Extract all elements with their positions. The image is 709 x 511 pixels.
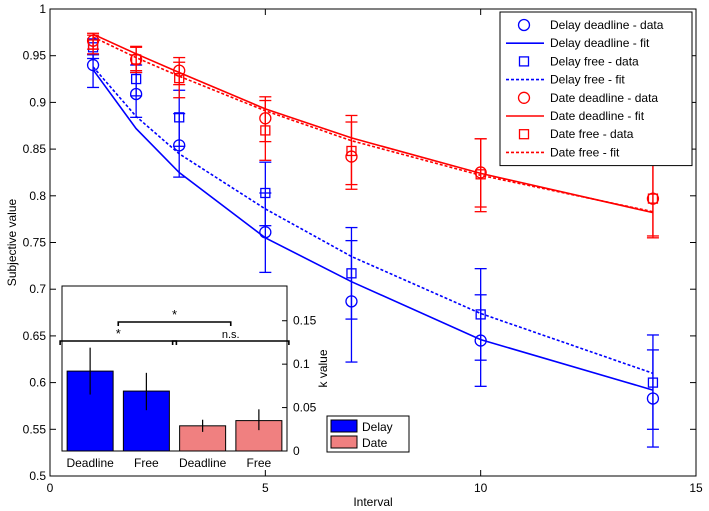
inset-legend-label: Delay [362, 420, 393, 434]
inset-legend-label: Date [362, 436, 388, 450]
legend-box [499, 11, 693, 167]
y-tick-label: 0.65 [23, 329, 47, 343]
y-tick-label: 0.5 [29, 469, 46, 483]
y-tick-label: 0.55 [23, 422, 47, 436]
inset-y-tick-label: 0.15 [293, 314, 317, 328]
inset-x-tick-label: Deadline [179, 456, 227, 470]
inset-y-tick-label: 0 [293, 444, 300, 458]
data-point-square [174, 72, 185, 84]
y-tick-label: 0.75 [23, 236, 47, 250]
legend-marker-square [518, 129, 530, 140]
x-tick-label: 15 [689, 481, 703, 495]
data-point-square [647, 193, 659, 204]
significance-label: n.s. [222, 329, 240, 341]
y-tick-label: 0.9 [29, 95, 46, 109]
inset-legend-swatch [330, 435, 358, 449]
legend-label: Date free - data [550, 127, 634, 141]
data-point-square [130, 54, 142, 65]
inset-bar-chart: 0 0.05 0.1 0.15 k value Deadline Free Deadline F… [59, 285, 410, 470]
legend-label: Date deadline - fit [550, 109, 645, 123]
legend-label: Delay free - data [550, 54, 639, 68]
data-point-square [260, 187, 271, 199]
inset-y-tick-label: 0.1 [293, 357, 310, 371]
inset-x-tick-label: Free [134, 456, 159, 470]
y-tick-label: 0.85 [23, 142, 47, 156]
data-point-circle [259, 226, 272, 239]
significance-bracket [117, 321, 232, 326]
legend-label: Date free - fit [550, 145, 620, 159]
x-tick-label: 5 [262, 481, 269, 495]
y-axis-label: Subjective value [5, 198, 19, 286]
data-point-circle [86, 58, 100, 72]
main-legend: Delay deadline - data Delay deadline - fi… [499, 11, 693, 167]
x-tick-label: 0 [47, 481, 54, 495]
legend-marker-circle [517, 91, 531, 104]
legend-marker-circle [517, 18, 531, 32]
significance-bracket [171, 340, 290, 345]
inset-y-axis-label: k value [316, 349, 330, 387]
significance-label: * [116, 326, 121, 341]
inset-legend-swatch [330, 419, 358, 433]
x-axis-label: Interval [353, 495, 392, 509]
data-point-square [130, 73, 142, 85]
data-point-square [647, 377, 659, 388]
legend-label: Date deadline - data [550, 91, 658, 105]
y-tick-label: 0.6 [29, 376, 46, 390]
data-point-square [174, 112, 185, 123]
inset-x-tick-label: Free [247, 456, 272, 470]
inset-y-tick-label: 0.05 [293, 401, 317, 415]
y-tick-label: 0.8 [29, 189, 46, 203]
inset-x-tick-label: Deadline [66, 456, 114, 470]
x-tick-label: 10 [474, 481, 488, 495]
data-point-square [260, 125, 271, 136]
y-tick-label: 0.7 [29, 282, 46, 296]
data-point-square [475, 169, 486, 180]
legend-label: Delay deadline - data [550, 18, 664, 32]
legend-marker-square [518, 56, 530, 67]
y-tick-label: 0.95 [23, 49, 47, 63]
data-point-square [346, 268, 357, 279]
data-point-square [475, 309, 486, 320]
significance-bracket [59, 340, 178, 345]
significance-label: * [172, 307, 177, 322]
data-point-square [346, 145, 357, 157]
legend-label: Delay free - fit [550, 73, 625, 87]
legend-label: Delay deadline - fit [550, 36, 650, 50]
y-tick-label: 1 [39, 2, 46, 16]
data-point-square [87, 39, 99, 50]
